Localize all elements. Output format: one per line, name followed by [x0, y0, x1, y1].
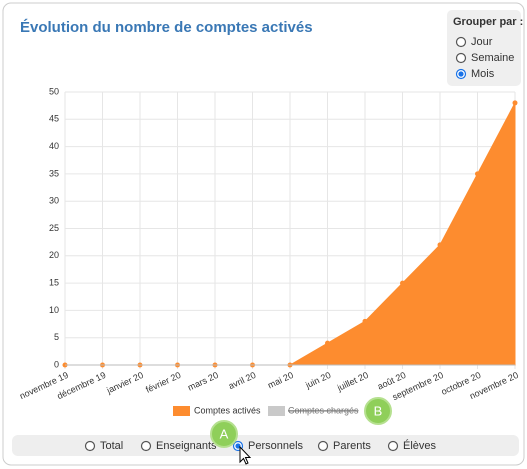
group-radio-dot: [458, 71, 464, 77]
y-tick-label: 30: [49, 196, 59, 206]
filter-option[interactable]: Élèves: [403, 439, 437, 452]
group-radio[interactable]: [455, 52, 467, 64]
filter-radio[interactable]: [140, 440, 152, 452]
filter-radio[interactable]: [84, 440, 96, 452]
group-radio[interactable]: [455, 36, 467, 48]
y-tick-label: 10: [49, 305, 59, 315]
group-option[interactable]: Semaine: [471, 52, 514, 64]
point: [475, 171, 480, 177]
y-tick-label: 25: [49, 223, 59, 233]
point: [362, 318, 368, 324]
y-tick-label: 50: [49, 86, 59, 96]
filter-radio-dot: [235, 443, 241, 449]
y-tick-label: 15: [49, 277, 59, 287]
annotation-label: B: [374, 403, 383, 418]
y-tick-label: 40: [49, 141, 59, 151]
legend-label[interactable]: Comptes chargés: [288, 405, 359, 415]
y-tick-label: 45: [49, 114, 59, 124]
point: [437, 242, 443, 248]
cursor: [239, 445, 252, 465]
point: [325, 340, 330, 346]
annotation-badge: [210, 420, 238, 448]
chart-title: Évolution du nombre de comptes activés: [20, 19, 313, 36]
y-tick-label: 20: [49, 250, 59, 260]
annotation-label: A: [220, 426, 229, 441]
point: [400, 280, 405, 286]
y-tick-label: 35: [49, 168, 59, 178]
legend-swatch[interactable]: [268, 406, 285, 416]
point: [512, 100, 518, 106]
y-tick-label: 0: [54, 359, 59, 369]
y-tick-label: 5: [54, 332, 59, 342]
filter-option[interactable]: Enseignants: [156, 440, 217, 452]
group-option[interactable]: Jour: [471, 36, 493, 48]
group-by-box: [447, 10, 521, 86]
filter-option[interactable]: Parents: [333, 440, 371, 452]
filter-radio[interactable]: [317, 440, 329, 452]
group-by-label: Grouper par :: [453, 16, 523, 28]
annotation-badge: [364, 397, 392, 425]
group-option[interactable]: Mois: [471, 68, 495, 80]
filter-option[interactable]: Total: [100, 440, 123, 452]
filter-option[interactable]: Personnels: [248, 440, 304, 452]
filter-radio[interactable]: [387, 440, 399, 452]
legend-label[interactable]: Comptes activés: [194, 405, 261, 415]
legend-swatch[interactable]: [173, 406, 190, 416]
